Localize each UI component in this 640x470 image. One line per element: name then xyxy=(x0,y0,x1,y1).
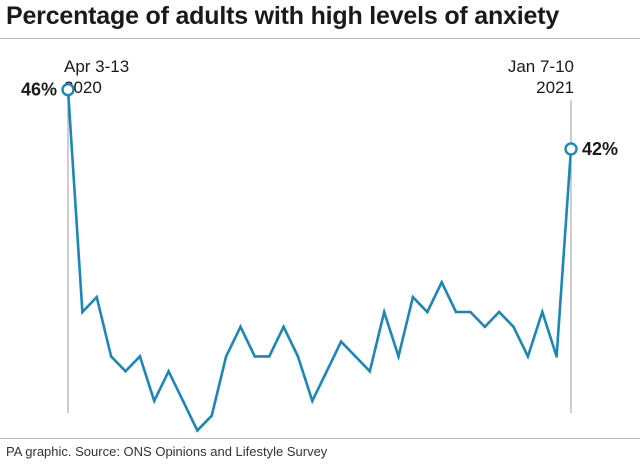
line-chart: Apr 3-13 2020 Jan 7-10 2021 46% 42% xyxy=(21,57,618,433)
data-point xyxy=(382,310,386,314)
data-point xyxy=(368,369,372,373)
data-point xyxy=(555,355,558,358)
data-point xyxy=(196,429,199,432)
data-points xyxy=(66,88,573,432)
first-value-label: 46% xyxy=(21,80,57,100)
start-value-marker xyxy=(61,82,75,97)
data-point xyxy=(81,310,84,314)
start-period-label: Apr 3-13 xyxy=(64,57,129,76)
data-point xyxy=(210,414,214,418)
series-line xyxy=(66,88,573,433)
bottom-divider xyxy=(0,438,640,439)
data-point xyxy=(454,310,458,314)
data-point xyxy=(411,295,415,299)
data-point xyxy=(325,369,328,373)
data-point xyxy=(512,325,515,329)
data-point xyxy=(540,310,544,314)
source-note: PA graphic. Source: ONS Opinions and Lif… xyxy=(6,444,328,459)
data-point xyxy=(224,355,228,358)
data-point xyxy=(339,340,343,343)
data-point xyxy=(497,310,501,314)
end-value-marker xyxy=(564,142,578,156)
data-point xyxy=(469,310,472,314)
end-year-label: 2021 xyxy=(536,78,574,97)
data-point xyxy=(152,399,156,403)
data-point xyxy=(181,399,185,403)
data-point xyxy=(296,355,300,358)
top-divider xyxy=(0,38,640,39)
data-point xyxy=(397,355,400,358)
data-point xyxy=(124,369,127,373)
data-point xyxy=(311,399,314,403)
data-point xyxy=(138,355,142,358)
data-point xyxy=(267,355,271,358)
data-point xyxy=(526,355,530,358)
data-point xyxy=(109,355,113,358)
chart-title: Percentage of adults with high levels of… xyxy=(6,2,560,30)
data-point xyxy=(167,369,170,373)
data-point xyxy=(354,355,357,358)
data-point xyxy=(483,325,487,329)
data-point xyxy=(440,281,443,284)
data-point xyxy=(253,355,257,358)
data-point xyxy=(95,295,99,299)
data-point xyxy=(425,310,429,314)
end-period-label: Jan 7-10 xyxy=(508,57,574,76)
last-value-label: 42% xyxy=(582,139,618,159)
data-point xyxy=(282,325,285,329)
data-point xyxy=(239,325,242,329)
